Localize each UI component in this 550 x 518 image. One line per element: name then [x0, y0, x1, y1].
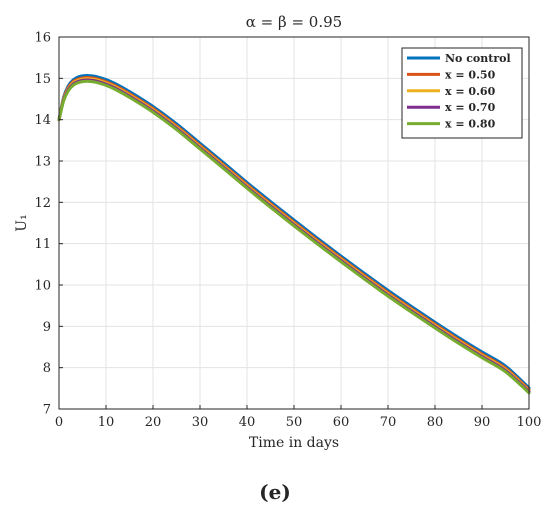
- panel-label: (e): [259, 480, 291, 504]
- chart-title: α = β = 0.95: [246, 13, 342, 31]
- axis-ticks: 0 10 20 30 40 50 60 70 80 90 100 7 8 9 10 11 12 13 14 15 16: [34, 31, 541, 431]
- x-tick-label: 40: [239, 415, 256, 430]
- legend-label-1: x = 0.50: [445, 68, 496, 81]
- y-tick-label: 16: [34, 31, 51, 46]
- y-tick-label: 15: [34, 72, 51, 87]
- y-axis-label: U₁: [14, 214, 30, 231]
- x-axis-label: Time in days: [249, 435, 339, 451]
- y-tick-label: 12: [34, 196, 51, 211]
- legend: No control x = 0.50 x = 0.60 x = 0.70 x = 0.…: [401, 47, 523, 139]
- legend-label-2: x = 0.60: [445, 85, 496, 98]
- x-tick-label: 50: [286, 415, 303, 430]
- x-tick-label: 20: [145, 415, 162, 430]
- y-tick-label: 7: [43, 403, 51, 418]
- x-tick-label: 0: [55, 415, 63, 430]
- y-tick-label: 11: [34, 237, 51, 252]
- y-tick-label: 9: [43, 320, 51, 335]
- x-tick-label: 100: [517, 415, 542, 430]
- x-tick-label: 10: [98, 415, 115, 430]
- y-tick-label: 14: [34, 113, 51, 128]
- x-tick-label: 60: [333, 415, 350, 430]
- legend-label-3: x = 0.70: [445, 101, 496, 114]
- x-tick-label: 90: [474, 415, 491, 430]
- legend-label-4: x = 0.80: [445, 118, 496, 131]
- x-tick-label: 80: [427, 415, 444, 430]
- legend-label-0: No control: [445, 52, 511, 65]
- series-lines: [57, 73, 531, 395]
- x-tick-label: 30: [192, 415, 209, 430]
- x-tick-label: 70: [380, 415, 397, 430]
- series-line-0: [57, 73, 531, 390]
- y-tick-label: 8: [43, 361, 51, 376]
- y-tick-label: 10: [34, 279, 51, 294]
- series-line-4: [57, 79, 531, 395]
- y-tick-label: 13: [34, 155, 51, 170]
